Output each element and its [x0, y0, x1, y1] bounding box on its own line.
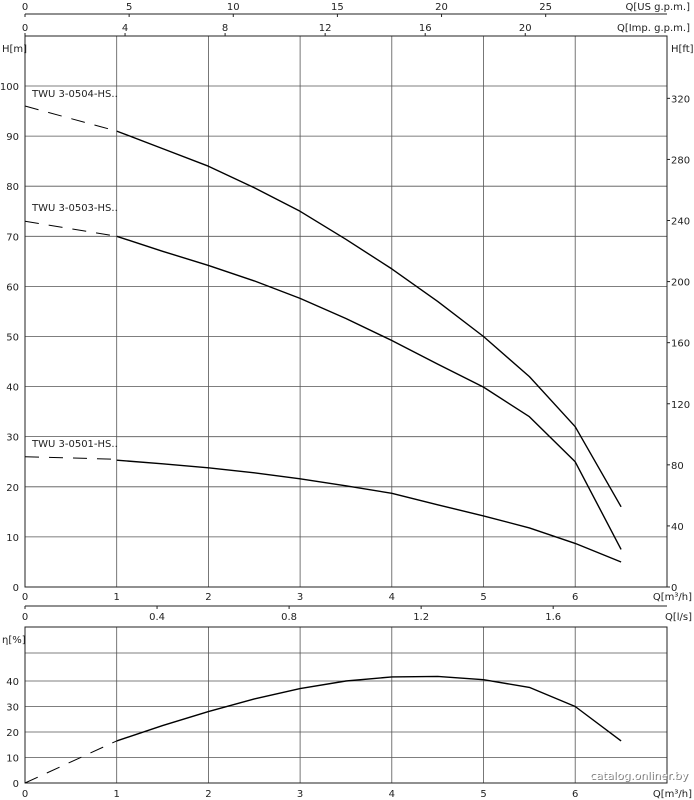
q-m3h-tick-label: 4 [389, 592, 395, 603]
series-label: TWU 3-0501-HS.. [31, 439, 118, 450]
h-ft-axis-label: H[ft] [671, 44, 694, 55]
series-label-background [26, 87, 116, 101]
eff-q-tick-label: 5 [480, 789, 486, 800]
watermark-shadow: catalog.onliner.by [591, 770, 690, 783]
ls-tick-label: 1.2 [413, 612, 429, 623]
us-gpm-tick-label: 10 [227, 2, 240, 13]
efficiency-chart: 0 10 20 30 40 η[%] 0 1 2 3 4 5 6 Q[m³/h] [2, 626, 692, 800]
eff-axis-label: η[%] [2, 635, 26, 646]
head-chart: 0 5 10 15 20 25 Q[US g.p.m.]0 4 8 12 16 20 Q[Imp. g.… [0, 2, 694, 623]
head-series: TWU 3-0503-HS.. [24, 201, 622, 550]
head-curve [116, 459, 622, 563]
eff-curve [116, 675, 622, 742]
head-curve-dashed-segment [24, 220, 117, 237]
ls-tick-label: 1.6 [545, 612, 561, 623]
h-ft-tick-label: 240 [671, 217, 690, 228]
h-m-tick-label: 90 [6, 132, 19, 143]
eff-q-tick-label: 4 [389, 789, 395, 800]
head-curve [116, 130, 622, 508]
us-gpm-tick-label: 15 [331, 2, 344, 13]
h-m-tick-label: 40 [6, 383, 19, 394]
h-ft-tick-label: 120 [671, 400, 690, 411]
us-gpm-tick-label: 20 [435, 2, 448, 13]
h-m-tick-label: 20 [6, 483, 19, 494]
head-series: TWU 3-0504-HS.. [24, 87, 622, 508]
series-label: TWU 3-0503-HS.. [31, 203, 118, 214]
head-series: TWU 3-0501-HS.. [24, 437, 622, 563]
ls-axis-label: Q[l/s] [665, 612, 692, 623]
q-m3h-tick-label: 1 [114, 592, 120, 603]
h-m-tick-label: 80 [6, 182, 19, 193]
eff-q-tick-label: 6 [572, 789, 578, 800]
h-ft-tick-label: 200 [671, 278, 690, 289]
h-m-axis-label: H[m] [2, 44, 27, 55]
eff-q-tick-label: 3 [297, 789, 303, 800]
series-label: TWU 3-0504-HS.. [31, 89, 118, 100]
ls-tick-label: 0.4 [149, 612, 165, 623]
watermark-text: catalog.onliner.by [590, 769, 689, 782]
us-gpm-axis-label: Q[US g.p.m.] [626, 2, 691, 13]
eff-tick-label: 10 [6, 754, 19, 765]
imp-gpm-tick-label: 4 [122, 23, 128, 34]
eff-tick-label: 40 [6, 677, 19, 688]
q-m3h-axis-label: Q[m³/h] [653, 592, 692, 603]
series-label-background [26, 201, 116, 215]
eff-q-axis-label: Q[m³/h] [653, 789, 692, 800]
eff-q-tick-label: 1 [114, 789, 120, 800]
imp-gpm-tick-label: 16 [419, 23, 432, 34]
imp-gpm-tick-label: 20 [519, 23, 532, 34]
head-curve-dashed-segment [24, 456, 117, 460]
us-gpm-tick-label: 5 [126, 2, 132, 13]
h-ft-tick-label: 160 [671, 339, 690, 350]
q-m3h-tick-label: 6 [572, 592, 578, 603]
eff-tick-label: 20 [6, 728, 19, 739]
imp-gpm-tick-label: 12 [319, 23, 332, 34]
h-m-tick-label: 50 [6, 333, 19, 344]
h-ft-tick-label: 320 [671, 94, 690, 105]
imp-gpm-tick-label: 0 [22, 23, 28, 34]
head-plot-frame [24, 35, 668, 588]
h-m-tick-label: 60 [6, 282, 19, 293]
imp-gpm-axis-label: Q[Imp. g.p.m.] [617, 23, 690, 34]
h-m-tick-label: 0 [13, 583, 19, 594]
h-ft-tick-label: 80 [671, 461, 684, 472]
eff-tick-label: 30 [6, 703, 19, 714]
q-m3h-tick-label: 3 [297, 592, 303, 603]
ls-tick-label: 0.8 [281, 612, 297, 623]
q-m3h-tick-label: 5 [480, 592, 486, 603]
h-m-tick-label: 70 [6, 232, 19, 243]
eff-plot-frame [24, 626, 668, 784]
h-m-tick-label: 10 [6, 533, 19, 544]
us-gpm-tick-label: 0 [22, 2, 28, 13]
series-label-background [26, 437, 116, 451]
eff-q-tick-label: 0 [22, 789, 28, 800]
eff-q-tick-label: 2 [205, 789, 211, 800]
head-curve [116, 235, 622, 550]
q-m3h-tick-label: 2 [205, 592, 211, 603]
h-m-tick-label: 100 [0, 82, 19, 93]
eff-curve-dashed-segment [24, 740, 117, 784]
q-m3h-tick-label: 0 [22, 592, 28, 603]
h-m-tick-label: 30 [6, 433, 19, 444]
eff-series [24, 675, 622, 784]
imp-gpm-tick-label: 8 [222, 23, 228, 34]
eff-tick-label: 0 [13, 779, 19, 790]
ls-tick-label: 0 [22, 612, 28, 623]
us-gpm-tick-label: 25 [539, 2, 552, 13]
h-ft-tick-label: 280 [671, 155, 690, 166]
head-curve-dashed-segment [24, 105, 117, 132]
h-ft-tick-label: 0 [671, 583, 677, 594]
h-ft-tick-label: 40 [671, 522, 684, 533]
